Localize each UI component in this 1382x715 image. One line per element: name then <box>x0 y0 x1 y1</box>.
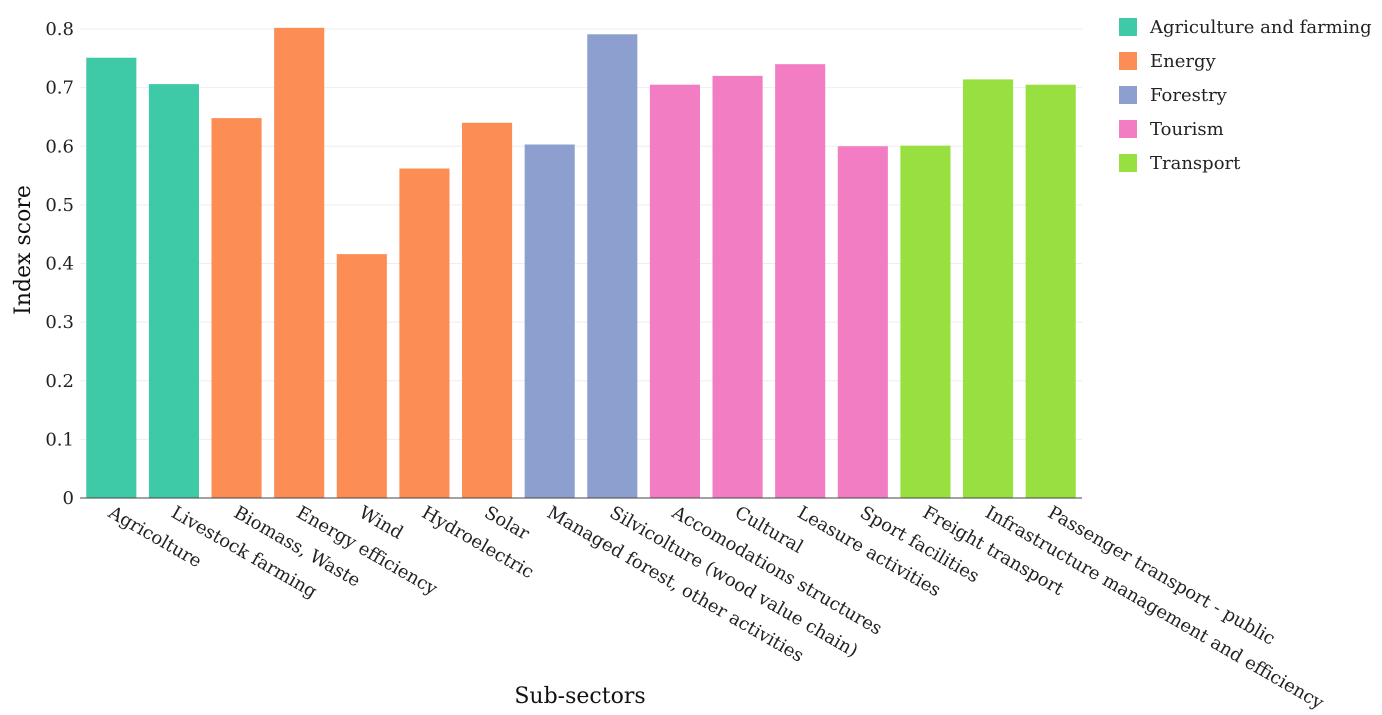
bar <box>900 145 951 498</box>
bar <box>712 75 763 499</box>
y-tick-label: 0.6 <box>45 136 74 157</box>
bar <box>587 34 638 499</box>
legend-label: Energy <box>1150 51 1217 72</box>
y-tick-label: 0.3 <box>45 312 74 333</box>
y-axis-ticks: 0 0.1 0.2 0.3 0.4 0.5 0.6 0.7 0.8 <box>45 19 74 509</box>
legend-swatch <box>1119 86 1137 104</box>
legend: Agriculture and farming Energy Forestry Tou… <box>1119 17 1372 174</box>
y-axis-title: Index score <box>11 185 36 315</box>
legend-label: Forestry <box>1150 85 1228 106</box>
bar <box>462 122 513 499</box>
x-axis-title: Sub-sectors <box>514 684 645 709</box>
bar <box>86 57 137 498</box>
bar <box>524 144 575 498</box>
y-tick-label: 0 <box>63 488 74 509</box>
bar <box>775 64 826 499</box>
bar <box>399 168 450 498</box>
legend-swatch <box>1119 18 1137 36</box>
x-tick-label: Infrastructure management and efficiency <box>982 502 1328 714</box>
legend-label: Tourism <box>1150 119 1224 140</box>
bar <box>148 84 199 499</box>
bar <box>211 118 262 499</box>
bar <box>649 84 700 498</box>
bar <box>837 146 888 498</box>
legend-swatch <box>1119 52 1137 70</box>
legend-swatch <box>1119 154 1137 172</box>
y-tick-label: 0.8 <box>45 19 74 40</box>
y-tick-label: 0.1 <box>45 429 74 450</box>
y-tick-label: 0.7 <box>45 78 74 99</box>
bar <box>963 79 1014 498</box>
y-tick-label: 0.2 <box>45 371 74 392</box>
bars <box>86 27 1076 499</box>
bar <box>336 254 387 498</box>
y-tick-label: 0.4 <box>45 254 74 275</box>
y-tick-label: 0.5 <box>45 195 74 216</box>
bar <box>1025 84 1076 498</box>
legend-label: Transport <box>1150 153 1241 174</box>
legend-label: Agriculture and farming <box>1149 17 1372 38</box>
legend-swatch <box>1119 120 1137 138</box>
bar <box>274 27 325 498</box>
